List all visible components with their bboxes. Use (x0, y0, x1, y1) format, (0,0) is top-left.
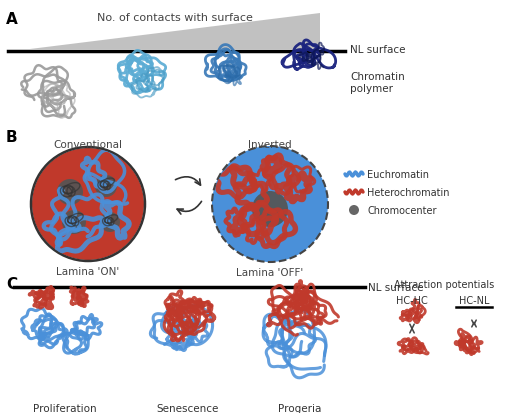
Text: HC-NL: HC-NL (459, 295, 489, 305)
Text: Conventional: Conventional (54, 140, 123, 150)
Text: Chromocenter: Chromocenter (367, 206, 437, 216)
Text: Progeria: Progeria (278, 403, 322, 413)
Text: NL surface: NL surface (350, 45, 406, 55)
Text: C: C (6, 276, 17, 291)
Text: Inverted: Inverted (248, 140, 292, 150)
Circle shape (252, 192, 288, 228)
Text: Senescence: Senescence (157, 403, 219, 413)
Text: A: A (6, 12, 18, 27)
Text: Euchromatin: Euchromatin (367, 170, 429, 180)
Circle shape (100, 212, 120, 233)
Text: HC-HC: HC-HC (396, 295, 428, 305)
Circle shape (212, 147, 328, 262)
Text: Attraction potentials: Attraction potentials (394, 279, 494, 289)
Text: Lamina 'ON': Lamina 'ON' (56, 266, 119, 276)
Circle shape (57, 180, 83, 206)
Text: Proliferation: Proliferation (33, 403, 97, 413)
Circle shape (349, 206, 359, 216)
Circle shape (95, 176, 117, 197)
Text: Heterochromatin: Heterochromatin (367, 188, 450, 197)
Text: NL surface: NL surface (368, 282, 423, 292)
Text: Chromatin
polymer: Chromatin polymer (350, 72, 404, 93)
Text: B: B (6, 130, 18, 145)
Polygon shape (30, 14, 320, 50)
Circle shape (62, 211, 86, 235)
Circle shape (31, 147, 145, 261)
Text: Lamina 'OFF': Lamina 'OFF' (236, 267, 304, 277)
Text: No. of contacts with surface: No. of contacts with surface (97, 13, 253, 23)
